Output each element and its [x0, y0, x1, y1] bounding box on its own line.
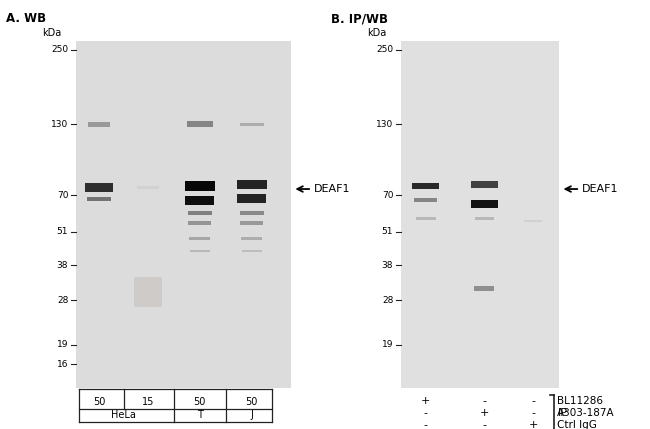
- Bar: [77, 41, 291, 388]
- Bar: [187, 121, 213, 127]
- Text: DEAF1: DEAF1: [582, 184, 618, 194]
- Bar: [87, 196, 111, 201]
- Text: 250: 250: [376, 45, 393, 54]
- Text: -: -: [482, 420, 486, 429]
- Bar: [474, 218, 494, 221]
- Text: T: T: [197, 410, 203, 420]
- Text: kDa: kDa: [42, 28, 62, 38]
- Text: 50: 50: [194, 397, 206, 407]
- Text: +: +: [528, 420, 538, 429]
- Text: 19: 19: [382, 340, 393, 349]
- Bar: [185, 181, 215, 191]
- Text: 130: 130: [376, 120, 393, 129]
- Text: 15: 15: [142, 397, 154, 407]
- Text: 38: 38: [57, 261, 68, 270]
- Text: 50: 50: [93, 397, 105, 407]
- Bar: [85, 183, 113, 192]
- Text: -: -: [531, 408, 535, 418]
- Bar: [471, 181, 498, 188]
- Bar: [88, 122, 110, 127]
- Text: 50: 50: [246, 397, 258, 407]
- Bar: [240, 211, 264, 215]
- Text: 28: 28: [382, 296, 393, 305]
- Bar: [237, 194, 266, 203]
- Text: Ctrl IgG: Ctrl IgG: [558, 420, 597, 429]
- Text: BL11286: BL11286: [558, 396, 603, 406]
- Text: 130: 130: [51, 120, 68, 129]
- Text: kDa: kDa: [367, 28, 387, 38]
- Text: A303-187A: A303-187A: [558, 408, 615, 418]
- Text: 51: 51: [382, 227, 393, 236]
- Bar: [188, 211, 212, 215]
- Bar: [188, 221, 211, 225]
- Text: 70: 70: [57, 191, 68, 200]
- Bar: [136, 186, 159, 189]
- Text: A. WB: A. WB: [6, 12, 46, 25]
- Bar: [190, 250, 210, 253]
- Bar: [413, 182, 439, 189]
- Text: +: +: [421, 396, 430, 406]
- Text: J: J: [250, 410, 254, 420]
- Bar: [524, 220, 542, 222]
- Bar: [185, 196, 214, 205]
- Text: IP: IP: [558, 408, 568, 418]
- Text: 19: 19: [57, 340, 68, 349]
- Bar: [402, 41, 559, 388]
- Text: 16: 16: [57, 360, 68, 369]
- Text: -: -: [531, 396, 535, 406]
- Bar: [471, 199, 498, 208]
- Text: -: -: [424, 420, 428, 429]
- Bar: [237, 180, 267, 189]
- Text: B. IP/WB: B. IP/WB: [331, 12, 388, 25]
- Text: 28: 28: [57, 296, 68, 305]
- Bar: [134, 278, 161, 308]
- Bar: [474, 286, 494, 291]
- Bar: [189, 237, 211, 240]
- Text: DEAF1: DEAF1: [313, 184, 350, 194]
- Text: -: -: [424, 408, 428, 418]
- Text: HeLa: HeLa: [111, 410, 136, 420]
- Bar: [414, 199, 437, 202]
- Text: 70: 70: [382, 191, 393, 200]
- Bar: [416, 218, 436, 221]
- Bar: [242, 250, 262, 253]
- Bar: [240, 123, 264, 127]
- Bar: [241, 237, 263, 240]
- Text: 51: 51: [57, 227, 68, 236]
- Text: +: +: [480, 408, 489, 418]
- Text: 38: 38: [382, 261, 393, 270]
- Bar: [240, 221, 263, 225]
- Text: -: -: [482, 396, 486, 406]
- Text: 250: 250: [51, 45, 68, 54]
